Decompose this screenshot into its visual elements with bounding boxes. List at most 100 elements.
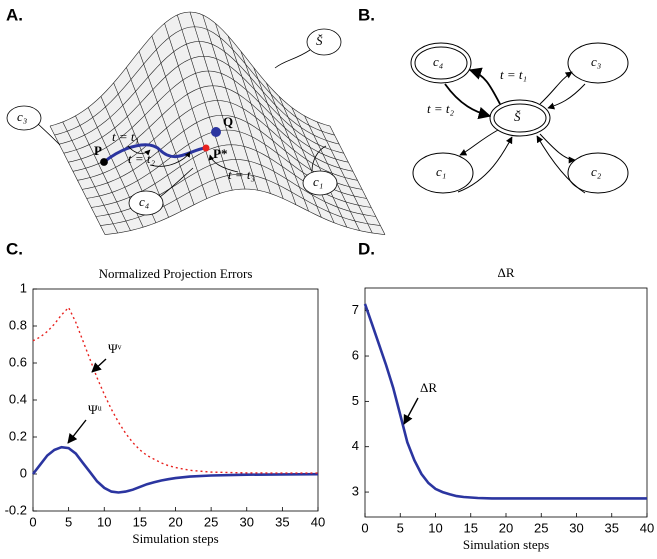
point-pstar <box>202 144 210 152</box>
x-tick-label: 20 <box>168 514 182 529</box>
panel-b-graph <box>410 42 629 194</box>
mesh-line <box>49 11 331 127</box>
x-tick-label: 40 <box>640 520 654 535</box>
callout <box>128 190 164 216</box>
panel-label: C. <box>6 239 23 258</box>
x-tick-label: 40 <box>311 514 325 529</box>
mesh-line <box>104 188 386 235</box>
trajectory <box>103 143 206 164</box>
series-label: Ψᵛ <box>108 341 122 356</box>
edge <box>536 135 586 194</box>
label-arrow <box>91 358 107 373</box>
y-tick-label: 1 <box>20 280 27 295</box>
time-label: t = t₃ <box>228 167 255 182</box>
node-label: c₁ <box>436 164 446 179</box>
callout-label: S̆ <box>316 33 323 48</box>
node-label: c₄ <box>433 54 444 69</box>
y-tick-label: 0.6 <box>9 354 27 369</box>
x-tick-label: 5 <box>65 514 72 529</box>
y-tick-label: 0.4 <box>9 391 27 406</box>
edge <box>547 83 586 110</box>
edge-label: t = t₁ <box>500 67 527 82</box>
series-line <box>32 306 318 474</box>
surface-fill <box>50 12 385 235</box>
x-axis-label: Simulation steps <box>463 537 549 552</box>
time-arrow <box>208 154 239 173</box>
callout-line <box>274 49 311 69</box>
callout-line <box>159 167 194 198</box>
panel-label: D. <box>358 239 375 258</box>
x-tick-label: 30 <box>240 514 254 529</box>
node-label: c₂ <box>591 164 602 179</box>
label-arrow <box>67 419 87 444</box>
node-label: S̆ <box>514 109 521 124</box>
node-inner <box>493 103 547 133</box>
mesh-line <box>63 55 344 154</box>
callout <box>302 170 338 196</box>
mesh-line <box>59 41 340 145</box>
callout-line <box>311 145 327 172</box>
surface-mesh <box>49 11 386 235</box>
mesh-line <box>68 70 349 163</box>
node <box>567 42 629 84</box>
callout <box>6 105 42 131</box>
point-label: Q <box>223 114 233 129</box>
series-line <box>31 445 319 494</box>
callout-line <box>37 123 61 146</box>
x-tick-label: 5 <box>397 520 404 535</box>
time-label: t = t₂ <box>128 151 155 166</box>
x-tick-label: 35 <box>605 520 619 535</box>
edge <box>459 129 499 156</box>
edge <box>457 136 513 193</box>
node <box>567 152 629 194</box>
x-tick-label: 10 <box>428 520 442 535</box>
node <box>410 42 472 84</box>
edge <box>539 71 573 105</box>
x-tick-label: 0 <box>29 514 36 529</box>
panel-label: A. <box>6 5 23 24</box>
chart-title: Normalized Projection Errors <box>99 266 253 281</box>
x-tick-label: 35 <box>275 514 289 529</box>
edge <box>444 83 492 120</box>
x-tick-label: 15 <box>133 514 147 529</box>
node-label: c₃ <box>591 54 601 69</box>
edge-label: t = t₂ <box>427 101 454 116</box>
plot-frame <box>364 287 648 518</box>
panel-a-overlay <box>6 28 342 216</box>
x-tick-label: 15 <box>464 520 478 535</box>
series-label: Ψᵘ <box>88 402 102 417</box>
mesh-line <box>77 100 358 181</box>
point-p <box>100 158 108 166</box>
series-label: ΔR <box>420 380 437 395</box>
node-inner <box>414 46 468 80</box>
y-tick-label: 0.2 <box>9 428 27 443</box>
point-label: P <box>94 143 102 158</box>
chart-title: ΔR <box>497 265 514 280</box>
x-tick-label: 20 <box>499 520 513 535</box>
callout <box>306 28 342 56</box>
point-label: P* <box>213 146 227 161</box>
y-tick-label: 6 <box>352 347 359 362</box>
series-line <box>363 303 647 500</box>
x-tick-label: 10 <box>97 514 111 529</box>
time-arrow <box>149 151 191 167</box>
node <box>412 152 474 194</box>
callout-label: c₄ <box>139 194 150 209</box>
time-label: t = t₁ <box>112 129 139 144</box>
x-axis-label: Simulation steps <box>132 531 218 546</box>
y-tick-label: 5 <box>352 393 359 408</box>
x-tick-label: 25 <box>204 514 218 529</box>
y-tick-label: 4 <box>352 438 359 453</box>
panel-label: B. <box>358 5 375 24</box>
edge <box>539 133 576 164</box>
x-tick-label: 30 <box>569 520 583 535</box>
callout-label: c₁ <box>313 174 323 189</box>
time-arrow <box>127 145 151 156</box>
label-arrow <box>403 397 419 425</box>
y-tick-label: 3 <box>352 483 359 498</box>
y-tick-label: 0 <box>20 465 27 480</box>
y-tick-label: -0.2 <box>5 502 27 517</box>
point-q <box>211 127 221 137</box>
